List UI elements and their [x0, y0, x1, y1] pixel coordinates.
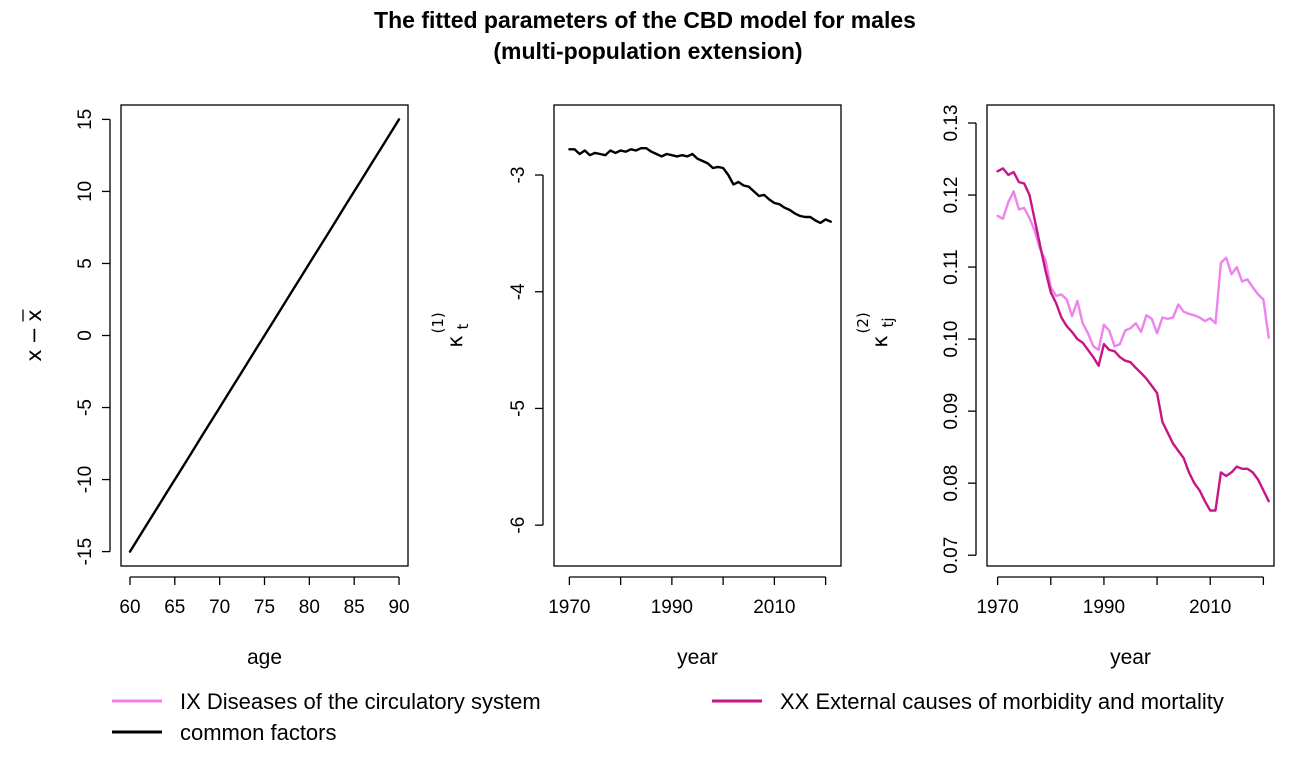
panel-kappa2: 1970 1990 2010 0.07 0.08 0.09 0.10 0.11 0.12 0.13… [854, 104, 1275, 669]
y-tick-label: 0 [75, 330, 96, 341]
y-tick-label: 5 [75, 258, 96, 269]
y-axis-label-subscript: tj [879, 317, 897, 327]
y-tick-label: -5 [75, 399, 96, 416]
y-tick-label: -3 [508, 167, 529, 184]
x-tick-label: 75 [254, 597, 275, 618]
x-tick-label: 1990 [1083, 597, 1125, 618]
y-axis-label-xbar: x [22, 309, 46, 321]
y-axis-label-superscript: (1) [429, 312, 447, 333]
chart-title-line-2: (multi-population extension) [493, 38, 802, 64]
x-tick-label: 80 [299, 597, 320, 618]
legend-label-ix: IX Diseases of the circulatory system [180, 689, 541, 714]
x-tick-label: 85 [344, 597, 365, 618]
series-line-0 [128, 118, 401, 553]
y-tick-label: 0.10 [941, 321, 962, 358]
plot-frame [986, 104, 1275, 567]
y-axis-label: x − x [22, 309, 46, 361]
y-tick-label: -10 [75, 466, 96, 493]
x-tick-label: 60 [119, 597, 140, 618]
plot-frame [120, 104, 409, 567]
x-tick-label: 70 [209, 597, 230, 618]
y-axis-label-kappa: κ [868, 335, 892, 347]
x-tick-label: 90 [388, 597, 409, 618]
x-tick-label: 1970 [548, 597, 590, 618]
x-axis-label: age [247, 646, 282, 669]
y-axis-label-x: x [22, 349, 46, 361]
x-axis-label: year [1110, 646, 1151, 669]
y-tick-label: 0.07 [941, 537, 962, 574]
y-tick-label: 15 [75, 109, 96, 130]
y-axis-label-subscript: t [454, 324, 472, 330]
legend-label-xx: XX External causes of morbidity and mort… [780, 689, 1224, 714]
x-tick-label: 2010 [1189, 597, 1231, 618]
y-axis-label-kappa: κ [443, 335, 467, 347]
y-tick-label: -6 [508, 517, 529, 534]
x-tick-label: 65 [164, 597, 185, 618]
x-tick-label: 1970 [976, 597, 1018, 618]
panel-age-profile: 60 65 70 75 80 85 90 -15 -10 -5 0 5 10 15 age x − x [22, 104, 410, 669]
y-axis-label-minus: − [22, 327, 46, 345]
y-tick-label: 10 [75, 181, 96, 202]
y-axis-label: κ tj (2) [854, 312, 897, 347]
x-tick-label: 1990 [651, 597, 693, 618]
panel-kappa1: 1970 1990 2010 -6 -5 -4 -3 year κt (1) [429, 104, 842, 669]
plot-frame [553, 104, 842, 567]
series-line-0 [568, 147, 832, 225]
y-tick-label: -4 [508, 283, 529, 300]
series-line-1 [996, 167, 1270, 512]
y-axis-label-superscript: (2) [854, 312, 872, 333]
y-tick-label: 0.12 [941, 177, 962, 214]
x-axis-label: year [677, 646, 718, 669]
chart-title-line-1: The fitted parameters of the CBD model f… [374, 7, 916, 33]
legend-label-common: common factors [180, 720, 337, 745]
y-tick-label: 0.13 [941, 105, 962, 142]
y-tick-label: 0.11 [941, 249, 962, 285]
y-tick-label: -15 [75, 538, 96, 565]
legend: IX Diseases of the circulatory system XX… [112, 689, 1224, 745]
y-tick-label: 0.09 [941, 393, 962, 430]
y-tick-label: -5 [508, 400, 529, 417]
y-tick-label: 0.08 [941, 465, 962, 502]
x-tick-label: 2010 [753, 597, 795, 618]
series-line-0 [996, 190, 1270, 352]
y-axis-label: κt (1) [429, 312, 472, 347]
